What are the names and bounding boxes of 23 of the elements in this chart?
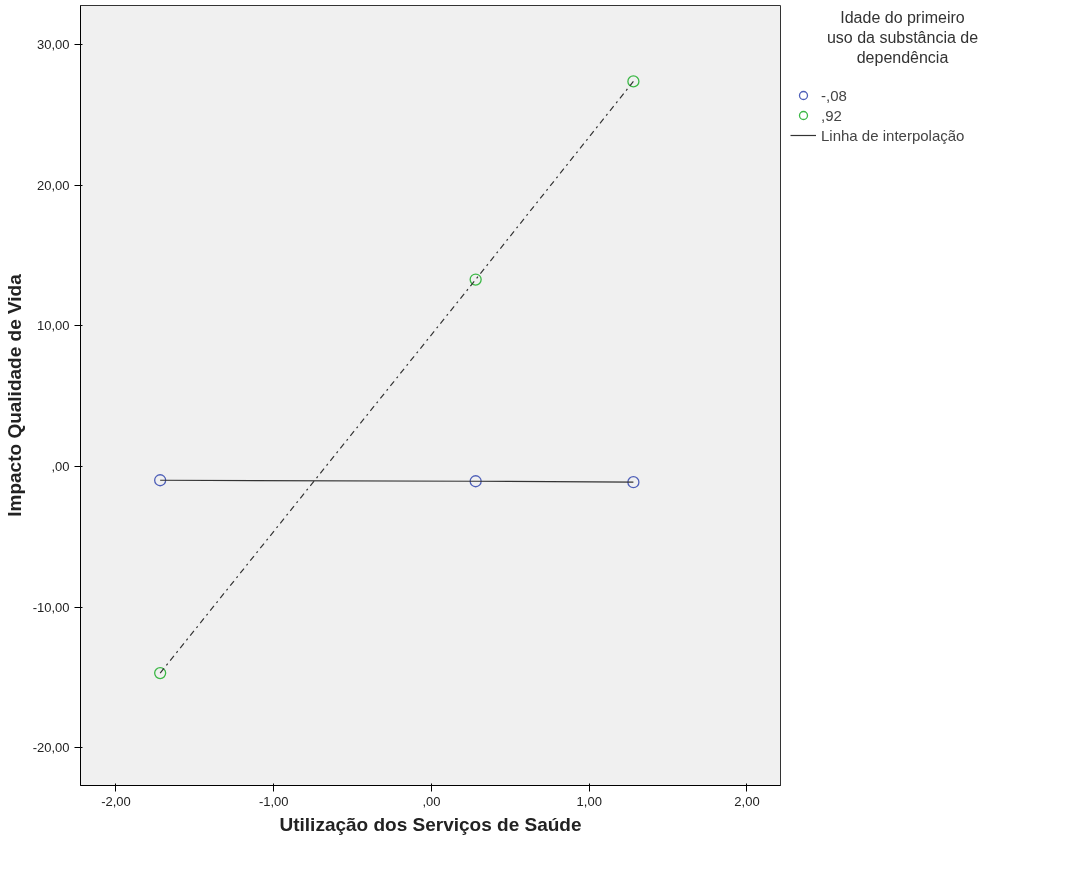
- y-tick-label: 30,00: [36, 37, 70, 53]
- y-tick-label: ,00: [51, 458, 70, 474]
- y-tick-label: 20,00: [36, 177, 70, 193]
- point: [627, 75, 640, 88]
- y-axis-title: Impacto Qualidade de Vida: [3, 273, 25, 517]
- legend-title: Idade do primeiro uso da substância de dependência: [826, 8, 979, 66]
- x-tick-label: ,00: [422, 793, 441, 809]
- x-axis-title: Utilização dos Serviços de Saúde: [279, 813, 582, 835]
- point: [154, 474, 167, 487]
- x-tick-label: 1,00: [576, 793, 602, 809]
- y-tick-label: 10,00: [36, 318, 70, 334]
- legend-label: ,92: [821, 106, 842, 124]
- point: [469, 475, 482, 488]
- point: [627, 476, 640, 489]
- y-tick-label: -20,00: [32, 740, 70, 756]
- x-tick-label: -2,00: [101, 793, 131, 809]
- legend-label: Linha de interpolação: [821, 126, 965, 144]
- point: [469, 273, 482, 286]
- x-tick-label: 2,00: [734, 793, 760, 809]
- legend-label: -,08: [821, 86, 847, 104]
- y-tick-label: -10,00: [32, 599, 70, 615]
- x-tick-label: -1,00: [258, 793, 289, 809]
- point: [154, 666, 167, 680]
